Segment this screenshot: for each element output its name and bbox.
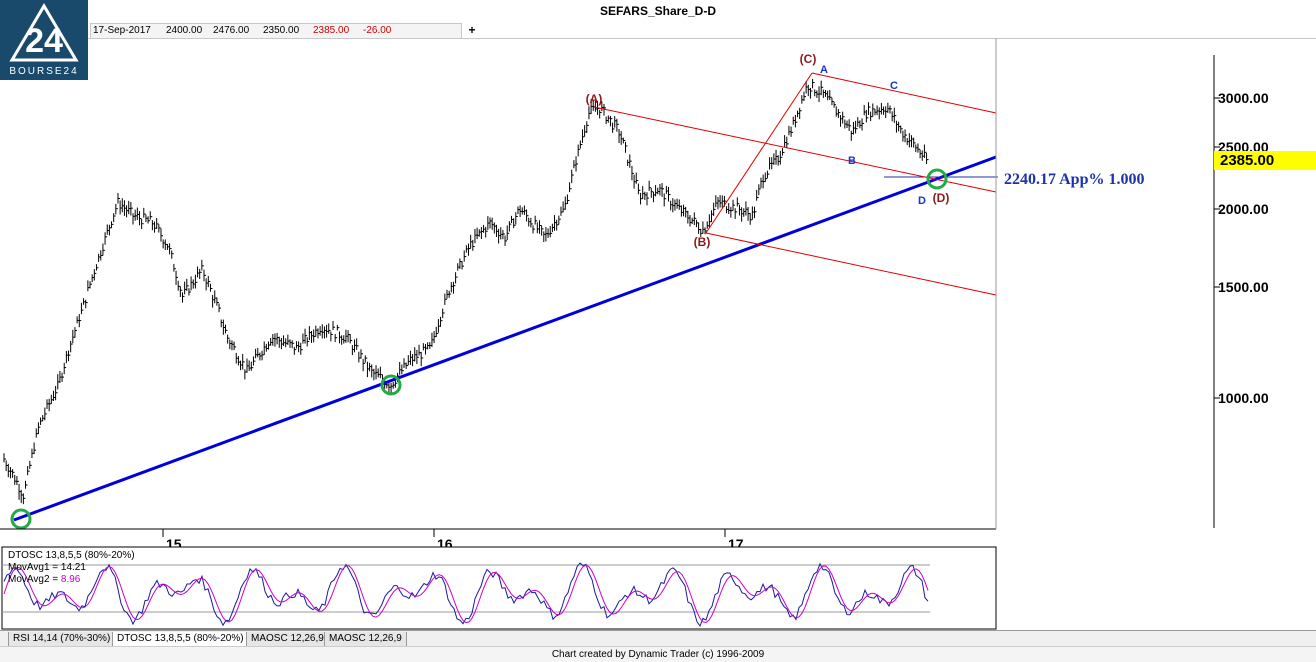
- ohlc-change: -26.00: [363, 25, 392, 36]
- ohlc-close: 2385.00: [313, 25, 350, 36]
- wave-label-B: B: [848, 155, 856, 167]
- logo: 24: [0, 0, 88, 80]
- toolbar-divider: [88, 38, 1316, 39]
- wave-label-A-paren: (A): [586, 92, 603, 106]
- tab-dtosc[interactable]: DTOSC 13,8,5,5 (80%-20%): [112, 632, 249, 647]
- ohlc-readout: 17-Sep-2017 2400.00 2476.00 2350.00 2385…: [90, 23, 462, 39]
- pivot-circle-2: [380, 374, 402, 396]
- osc-movavg1: MovAvg1 = 14.21: [8, 562, 135, 574]
- ohlc-open: 2400.00: [166, 25, 203, 36]
- osc-movavg2: MovAvg2 = 8.96: [8, 574, 135, 586]
- oscillator-panel: [1, 546, 997, 630]
- oscillator-legend: DTOSC 13,8,5,5 (80%-20%) MovAvg1 = 14.21…: [8, 550, 135, 586]
- osc-name: DTOSC 13,8,5,5 (80%-20%): [8, 550, 135, 561]
- y-tick-label: 3000.00: [1218, 90, 1269, 106]
- tab-maosc-1[interactable]: MAOSC 12,26,9: [246, 632, 329, 647]
- trendline: [13, 155, 997, 522]
- channel-upper-c: [811, 72, 997, 114]
- ohlc-high: 2476.00: [213, 25, 250, 36]
- channel-lower-a: [705, 232, 997, 296]
- y-tick-label: 1000.00: [1218, 390, 1269, 406]
- wave-label-D: D: [918, 195, 926, 207]
- last-price-label: 2385.00: [1214, 151, 1316, 170]
- wave-label-C: C: [890, 80, 898, 92]
- projection-annotation: 2240.17 App% 1.000: [1004, 171, 1144, 188]
- footer-credit: Chart created by Dynamic Trader (c) 1996…: [0, 646, 1316, 662]
- y-tick-label: 1500.00: [1218, 279, 1269, 295]
- osc-movavg2-label: MovAvg2 =: [8, 574, 59, 585]
- channel-connector: [705, 72, 813, 234]
- indicator-tabs: RSI 14,14 (70%-30%) DTOSC 13,8,5,5 (80%-…: [0, 630, 1316, 647]
- osc-movavg1-label: MovAvg1 =: [8, 562, 59, 573]
- osc-line-1: [3, 562, 929, 628]
- price-axis-ticks: [1214, 97, 1220, 399]
- osc-movavg2-value: 8.96: [60, 574, 81, 585]
- wave-label-C-paren: (C): [800, 52, 817, 66]
- price-bars: [3, 78, 929, 505]
- logo-text: BOURSE24: [9, 66, 79, 77]
- time-axis-ticks: [162, 529, 726, 537]
- osc-movavg1-value: 14.21: [60, 562, 86, 573]
- chart-title: SEFARS_Share_D-D: [599, 4, 717, 18]
- pivot-circle-3: [926, 168, 948, 190]
- logo-mark-icon: 24: [9, 3, 79, 62]
- y-tick-label: 2000.00: [1218, 201, 1269, 217]
- add-button[interactable]: +: [468, 23, 476, 37]
- wave-label-B-paren: (B): [694, 235, 711, 249]
- tab-maosc-2[interactable]: MAOSC 12,26,9: [324, 632, 407, 647]
- pivot-circle-1: [10, 508, 32, 530]
- ohlc-low: 2350.00: [263, 25, 300, 36]
- osc-line-2: [3, 564, 929, 624]
- ohlc-date: 17-Sep-2017: [93, 25, 151, 36]
- svg-text:24: 24: [25, 22, 63, 60]
- wave-label-A: A: [820, 64, 828, 76]
- wave-label-D-paren: (D): [933, 191, 950, 205]
- tab-rsi[interactable]: RSI 14,14 (70%-30%): [8, 632, 116, 647]
